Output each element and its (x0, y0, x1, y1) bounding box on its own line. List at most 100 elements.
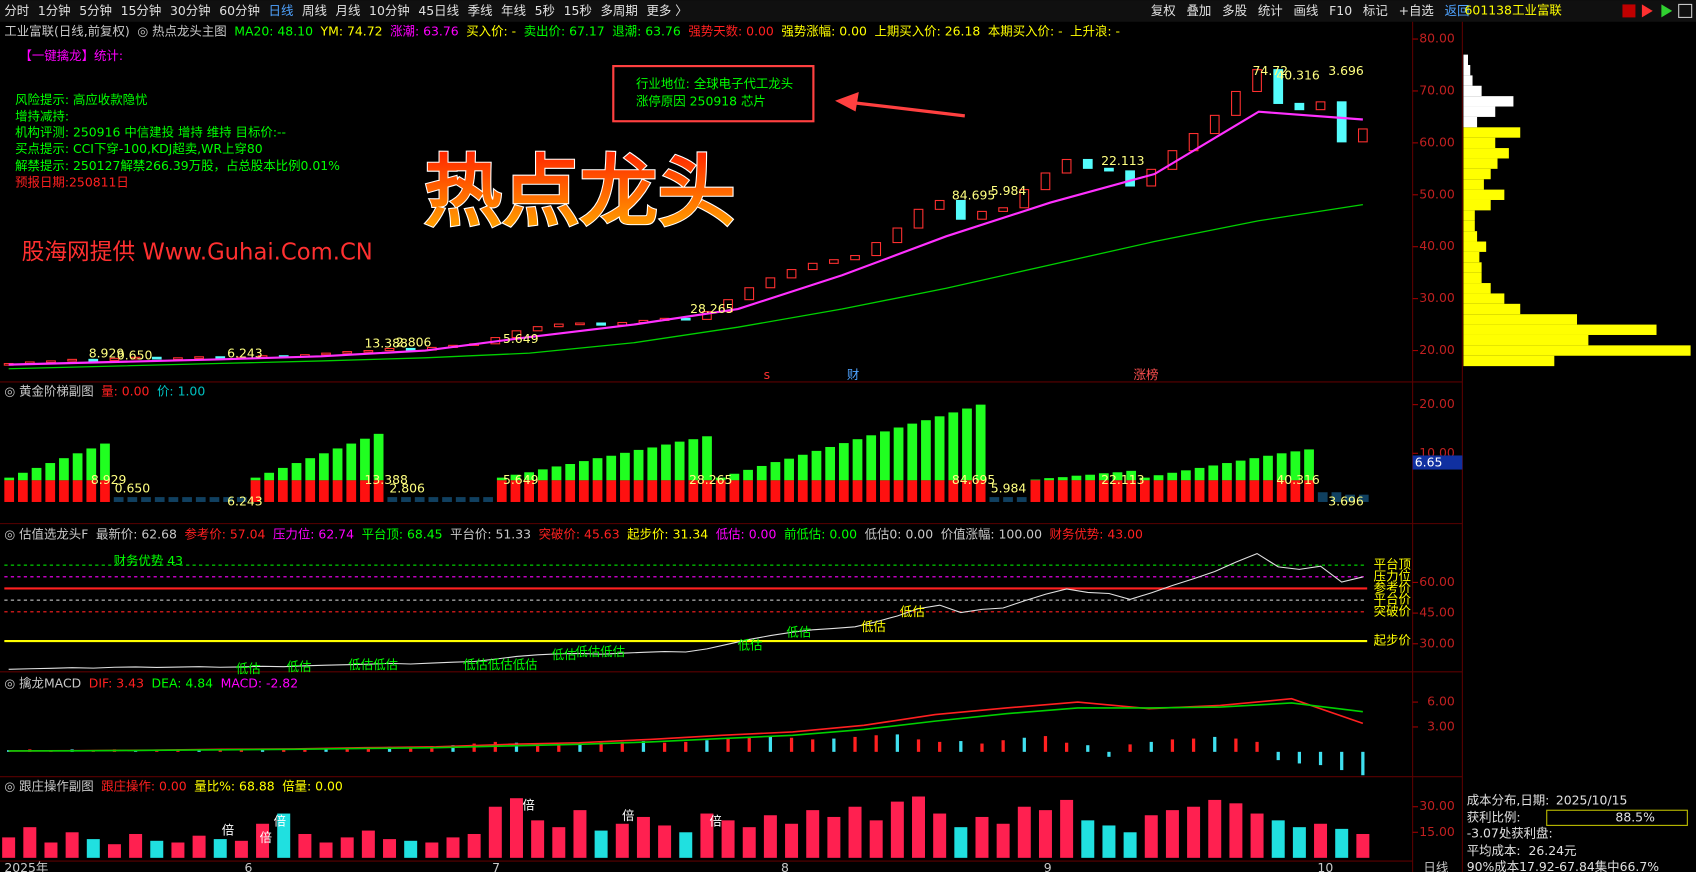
period-tab[interactable]: 30分钟 (170, 2, 211, 17)
candle (892, 227, 903, 244)
candle (511, 330, 522, 339)
candle (1252, 69, 1262, 93)
macd-bar (1255, 741, 1259, 752)
ladder-bar (31, 467, 42, 481)
ladder-base (1358, 494, 1369, 502)
period-tab[interactable]: 60分钟 (219, 2, 260, 17)
candle (1125, 170, 1135, 187)
period-tab[interactable]: 15分钟 (121, 2, 162, 17)
toolbar-button[interactable]: F10 (1329, 2, 1352, 17)
x-axis-label: 10 (1317, 860, 1333, 872)
ladder-bar (688, 439, 699, 481)
period-tab[interactable]: 月线 (336, 2, 361, 17)
period-tab[interactable]: 1分钟 (38, 2, 71, 17)
current-value-box (1412, 455, 1463, 470)
header-item: 前低估: 0.00 (784, 526, 857, 541)
cost-title: 成本分布,日期: 2025/10/15 (1467, 792, 1628, 807)
note: 增持减持: (15, 108, 69, 123)
ladder-base (45, 480, 56, 502)
period-tab[interactable]: 季线 (468, 2, 493, 17)
ladder-base (305, 480, 316, 502)
ladder-base (442, 497, 452, 502)
macd-bar (514, 742, 519, 752)
profile-bar (1463, 251, 1480, 263)
candle (998, 207, 1009, 212)
volume-bar (256, 823, 270, 858)
toolbar-button[interactable]: 标记 (1363, 2, 1388, 17)
volume-bar (1102, 825, 1116, 858)
period-tab[interactable]: 分时 (4, 2, 29, 17)
valuation-header: ◎ 估值选龙头F 最新价: 62.68 参考价: 57.04 压力位: 62.74 平台… (4, 526, 1143, 541)
candle (405, 347, 416, 351)
ma-fast-line (8, 110, 1363, 366)
candle (1294, 102, 1305, 111)
level-label: 平台价 (1374, 592, 1412, 607)
toolbar-button[interactable]: 统计 (1258, 2, 1283, 17)
event-marker: 财 (847, 367, 859, 382)
period-tab[interactable]: 5秒 (535, 2, 555, 17)
toolbar-button[interactable]: 复权 (1151, 2, 1176, 17)
dea-line (8, 702, 1363, 752)
period-tab[interactable]: 多周期 (601, 2, 638, 17)
ladder-label: 0.650 (115, 481, 151, 496)
ladder-bar (880, 431, 890, 481)
ladder-bar (1057, 477, 1068, 481)
candle (109, 357, 120, 361)
period-tab[interactable]: 45日线 (418, 2, 459, 17)
volume-bar (150, 840, 164, 858)
period-tab[interactable]: 日线 (269, 2, 294, 17)
ladder-bar (59, 458, 69, 481)
window-icons (1622, 3, 1693, 18)
header-item: 强势天数: 0.00 (688, 23, 774, 38)
ladder-bar (1085, 474, 1095, 481)
profile-bar (1463, 179, 1484, 190)
period-tab[interactable]: 15秒 (564, 2, 592, 17)
header-item: 平台价: 51.33 (450, 526, 531, 541)
volume-bar (1292, 827, 1306, 858)
period-tab[interactable]: 10分钟 (369, 2, 410, 17)
ladder-bar (825, 446, 836, 481)
toolbar-button[interactable]: +自选 (1399, 2, 1434, 17)
ladder-bar (1098, 473, 1109, 481)
ladder-base (1030, 480, 1041, 502)
macd-bar (1001, 740, 1005, 752)
volume-bar (1229, 803, 1243, 858)
volume-bar (1208, 799, 1222, 858)
volume-bar (23, 827, 37, 858)
low-label: 低估低估 (575, 644, 625, 659)
candle (913, 208, 924, 229)
header-item: 价值涨幅: 100.00 (941, 526, 1042, 541)
macd-bar (789, 737, 794, 752)
ladder-bar (319, 453, 329, 481)
ladder-label: 5.984 (991, 481, 1027, 496)
toolbar-button[interactable]: 画线 (1293, 2, 1318, 17)
hot-title: 热点龙头 (424, 147, 735, 237)
volume-bar (192, 835, 206, 858)
double-label: 倍 (710, 814, 722, 829)
period-label: 日线 (1423, 860, 1448, 872)
toolbar-button[interactable]: 叠加 (1187, 2, 1212, 17)
volume-bar (890, 801, 904, 858)
toolbar-button[interactable]: 多股 (1222, 2, 1247, 17)
ladder-base (537, 480, 548, 502)
period-tab[interactable]: 年线 (501, 2, 526, 17)
macd-bar (726, 738, 730, 752)
ladder-base (195, 497, 206, 502)
volume-bar (636, 816, 650, 858)
ladder-base (1098, 480, 1109, 502)
ladder-base (4, 480, 15, 502)
macd-bar (260, 749, 265, 752)
follow-header: ◎ 跟庄操作副图 跟庄操作: 0.00 量比%: 68.88 倍量: 0.00 (4, 778, 343, 793)
period-tab[interactable]: 5分钟 (79, 2, 112, 17)
volume-bar (1271, 820, 1285, 858)
period-tab[interactable]: 周线 (302, 2, 327, 17)
ladder-bar (537, 469, 548, 481)
profile-bar (1463, 272, 1482, 284)
toolbar-button[interactable]: 返回 (1445, 2, 1470, 17)
ladder-base (428, 497, 439, 502)
volume-bar (827, 816, 841, 858)
profile-bar (1463, 137, 1496, 149)
period-tab[interactable]: 更多 〉 (646, 2, 687, 17)
ladder-base (510, 480, 521, 502)
volume-bar (298, 833, 312, 858)
